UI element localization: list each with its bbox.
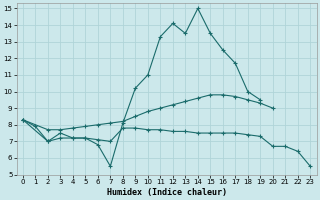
- X-axis label: Humidex (Indice chaleur): Humidex (Indice chaleur): [107, 188, 227, 197]
